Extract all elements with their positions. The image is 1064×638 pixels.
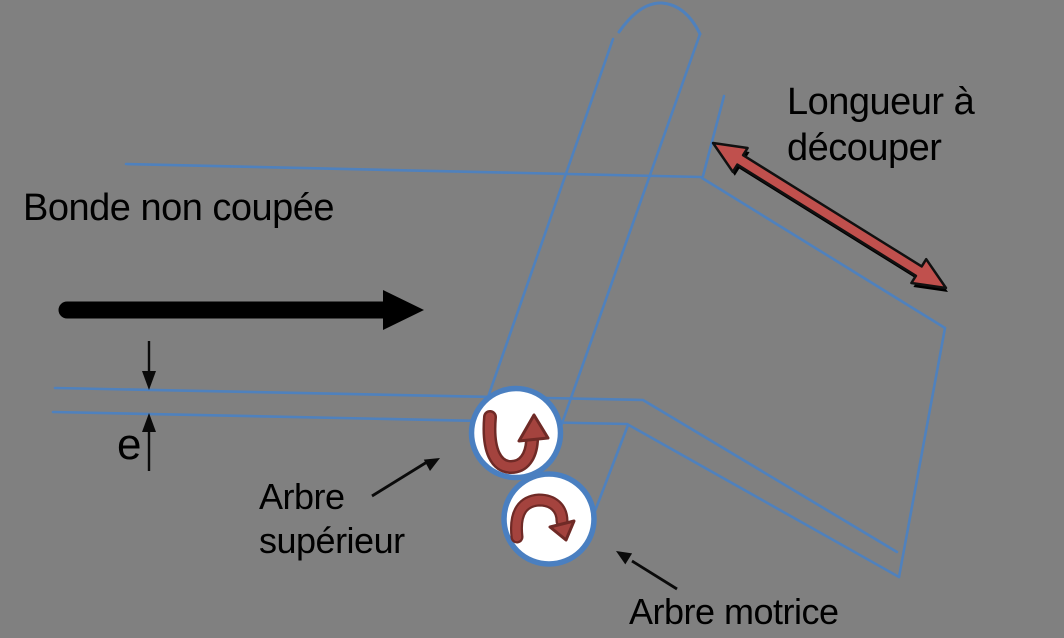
cut-length-measure-arrow — [711, 141, 948, 292]
u-turn-up-arrow-icon — [482, 410, 550, 475]
arc-down-arrow-icon — [509, 493, 576, 544]
standing-strip-right-edge — [558, 32, 702, 431]
upper-shaft-pointer-arrow — [371, 458, 440, 498]
drive-shaft-label: Arbre motrice — [629, 591, 839, 632]
strip-top-edge — [53, 386, 899, 554]
feed-direction-arrow — [58, 290, 424, 330]
thickness-label: e — [117, 420, 141, 469]
upper-shaft-label: Arbre supérieur — [259, 476, 405, 561]
feed-line — [124, 162, 703, 179]
cut-piece-right-edge — [700, 176, 947, 579]
arrow-body — [711, 141, 948, 290]
strip-bottom-edge — [51, 410, 901, 579]
standing-strip-left-edge — [485, 37, 615, 402]
rollers — [468, 385, 597, 567]
thickness-dimension-arrows — [142, 341, 156, 471]
strip-outline-lines — [51, 1, 947, 579]
sheet-inner-edge — [593, 423, 630, 513]
cut-length-label: Longueur à découper — [787, 81, 975, 169]
drive-shaft-pointer-arrow — [616, 551, 678, 591]
standing-strip-rounded-top — [617, 1, 702, 36]
cut-piece-left-edge — [701, 94, 726, 178]
uncut-strip-label: Bonde non coupée — [23, 187, 335, 229]
